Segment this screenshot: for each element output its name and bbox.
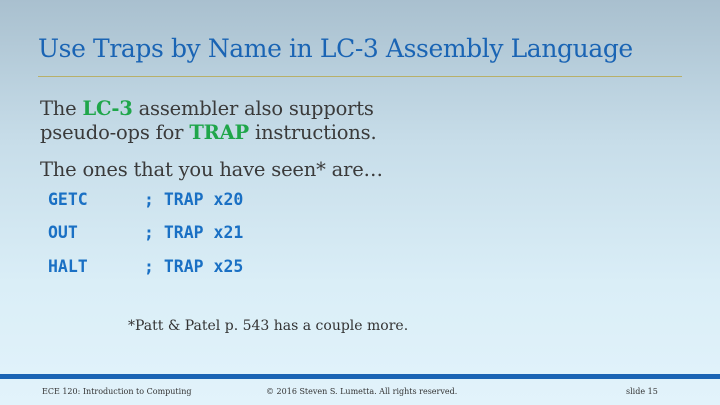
code-comment: ; TRAP x20: [144, 190, 244, 209]
footer-course: ECE 120: Introduction to Computing: [42, 387, 192, 396]
footnote: *Patt & Patel p. 543 has a couple more.: [128, 318, 409, 334]
code-op: HALT: [48, 257, 88, 276]
code-line: HALT ; TRAP x25: [48, 257, 243, 276]
code-comment: ; TRAP x25: [144, 257, 244, 276]
code-op: OUT: [48, 223, 78, 242]
code-op: GETC: [48, 190, 88, 209]
paragraph-line-1: The LC-3 assembler also supports: [40, 97, 376, 121]
paragraph-seen: The ones that you have seen* are…: [40, 158, 383, 181]
text-fragment: instructions.: [249, 121, 377, 144]
text-fragment: assembler also supports: [132, 97, 374, 120]
text-fragment: pseudo-ops for: [40, 121, 190, 144]
footer-slide-number: slide 15: [626, 387, 658, 396]
code-line: GETC ; TRAP x20: [48, 190, 243, 209]
slide-title: Use Traps by Name in LC-3 Assembly Langu…: [38, 34, 633, 63]
footer-band: [0, 374, 720, 379]
code-line: OUT ; TRAP x21: [48, 223, 243, 242]
highlight-trap: TRAP: [189, 121, 250, 144]
paragraph-line-2: pseudo-ops for TRAP instructions.: [40, 121, 377, 145]
paragraph-pseudo-ops: The LC-3 assembler also supports pseudo-…: [40, 97, 377, 145]
code-comment: ; TRAP x21: [144, 223, 244, 242]
title-divider: [38, 76, 682, 77]
text-fragment: The: [40, 97, 83, 120]
footer-copyright: © 2016 Steven S. Lumetta. All rights res…: [266, 387, 458, 396]
highlight-lc3: LC-3: [82, 97, 133, 120]
